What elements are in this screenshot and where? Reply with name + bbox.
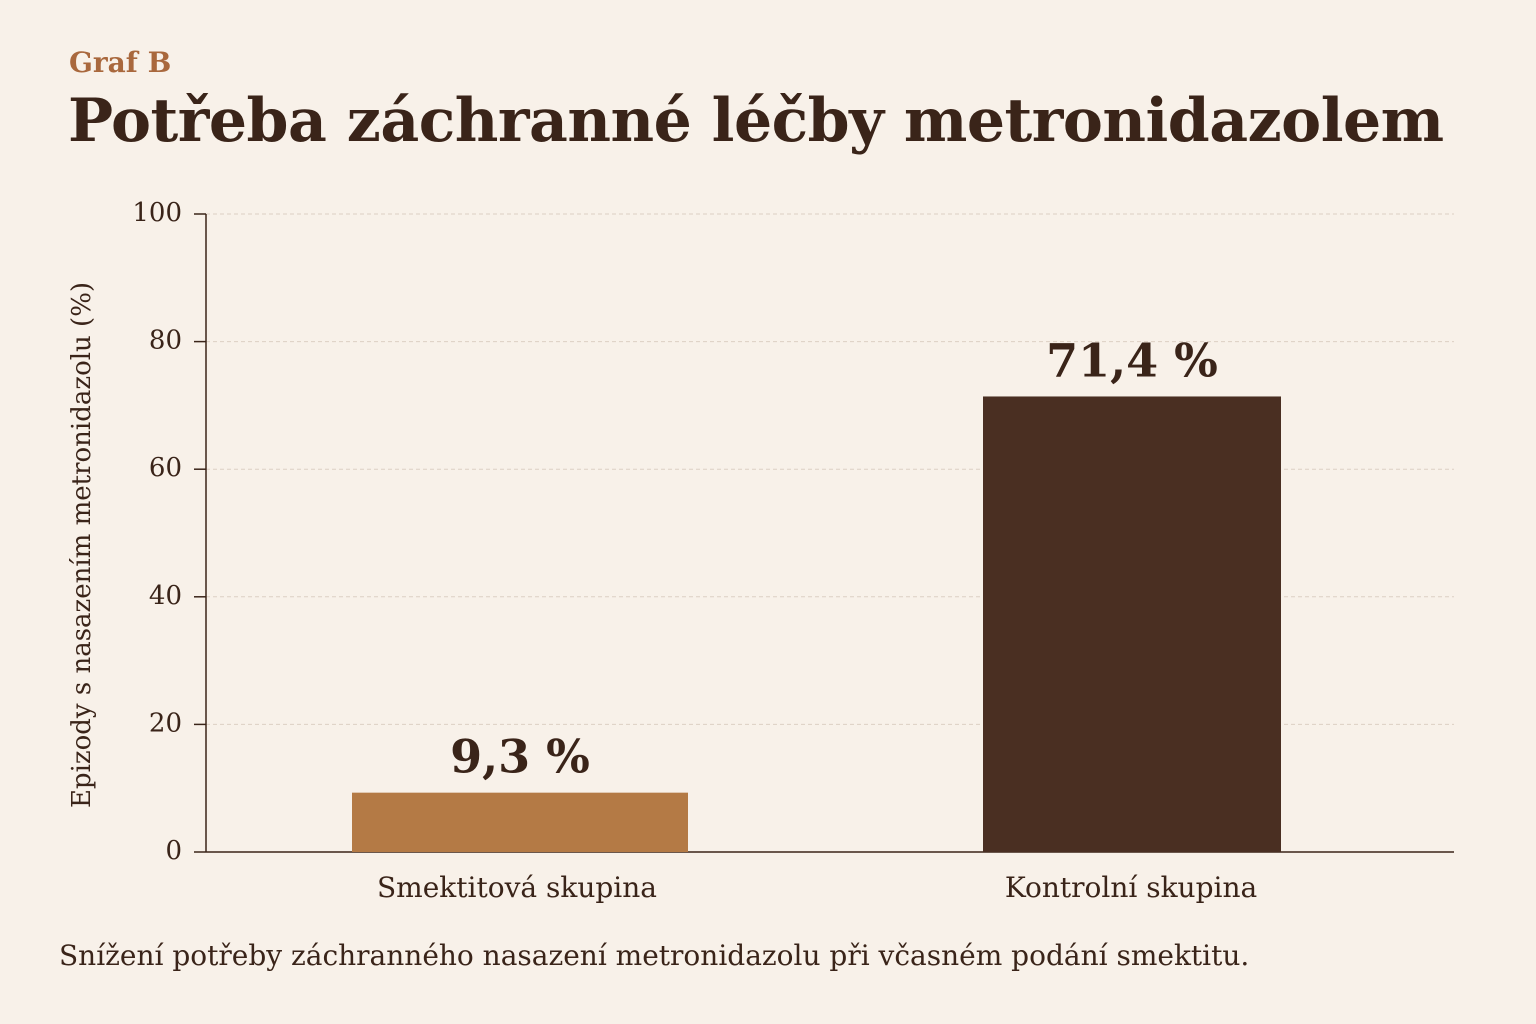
y-tick-label: 60	[149, 453, 182, 483]
value-labels: 9,3 % 71,4 %	[450, 333, 1218, 783]
bar-smectite	[352, 792, 688, 852]
y-tick-label: 40	[149, 581, 182, 611]
y-tick-label: 100	[132, 198, 182, 228]
category-label: Kontrolní skupina	[1005, 871, 1257, 904]
y-tick-label: 0	[165, 836, 182, 866]
y-axis: 0 20 40 60 80 100	[132, 198, 1454, 866]
bars	[352, 396, 1281, 852]
chart-title: Potřeba záchranné léčby metronidazolem	[68, 86, 1444, 156]
chart-eyebrow: Graf B	[69, 46, 172, 79]
value-label: 71,4 %	[1046, 333, 1218, 387]
bar-control	[983, 396, 1281, 852]
chart-caption: Snížení potřeby záchranného nasazení met…	[59, 939, 1250, 972]
y-tick-label: 20	[149, 708, 182, 738]
value-label: 9,3 %	[450, 730, 590, 784]
category-labels: Smektitová skupina Kontrolní skupina	[377, 871, 1257, 904]
y-axis-title: Epizody s nasazením metronidazolu (%)	[67, 282, 97, 808]
y-tick-label: 80	[149, 326, 182, 356]
category-label: Smektitová skupina	[377, 871, 657, 904]
